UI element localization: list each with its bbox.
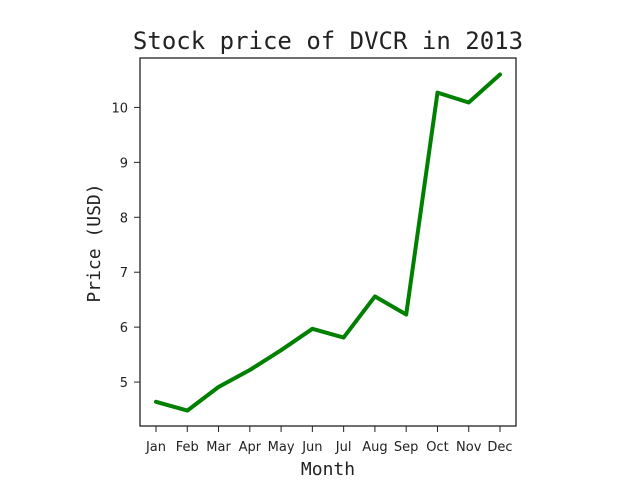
y-tick-label: 10 <box>111 101 128 116</box>
y-tick-label: 5 <box>120 376 128 391</box>
x-tick-label: Oct <box>426 440 448 455</box>
y-tick-label: 8 <box>120 211 128 226</box>
plot-frame <box>139 57 517 427</box>
y-axis-label: Price (USD) <box>84 183 105 302</box>
x-tick-label: Feb <box>176 440 199 455</box>
series-line <box>154 72 502 413</box>
x-tick-label: Aug <box>362 440 387 455</box>
x-tick-label: Dec <box>487 440 512 455</box>
x-tick-label: May <box>268 440 295 455</box>
x-tick-label: Jan <box>145 440 166 455</box>
x-tick-label: Nov <box>456 440 482 455</box>
x-axis-label: Month <box>301 459 355 480</box>
x-tick-label: Sep <box>394 440 419 455</box>
y-tick-label: 9 <box>120 156 128 171</box>
x-tick-label: Apr <box>239 440 262 455</box>
plot-area: Jan Feb Mar Apr May Jun Jul Aug Sep Oct Nov Dec 5 6 7 8… <box>111 72 513 455</box>
x-tick-label: Jul <box>335 440 352 455</box>
x-tick-label: Jun <box>301 440 322 455</box>
y-tick-label: 6 <box>120 321 128 336</box>
x-tick-label: Mar <box>206 440 231 455</box>
y-tick-label: 7 <box>120 266 128 281</box>
chart-title: Stock price of DVCR in 2013 <box>133 27 523 55</box>
